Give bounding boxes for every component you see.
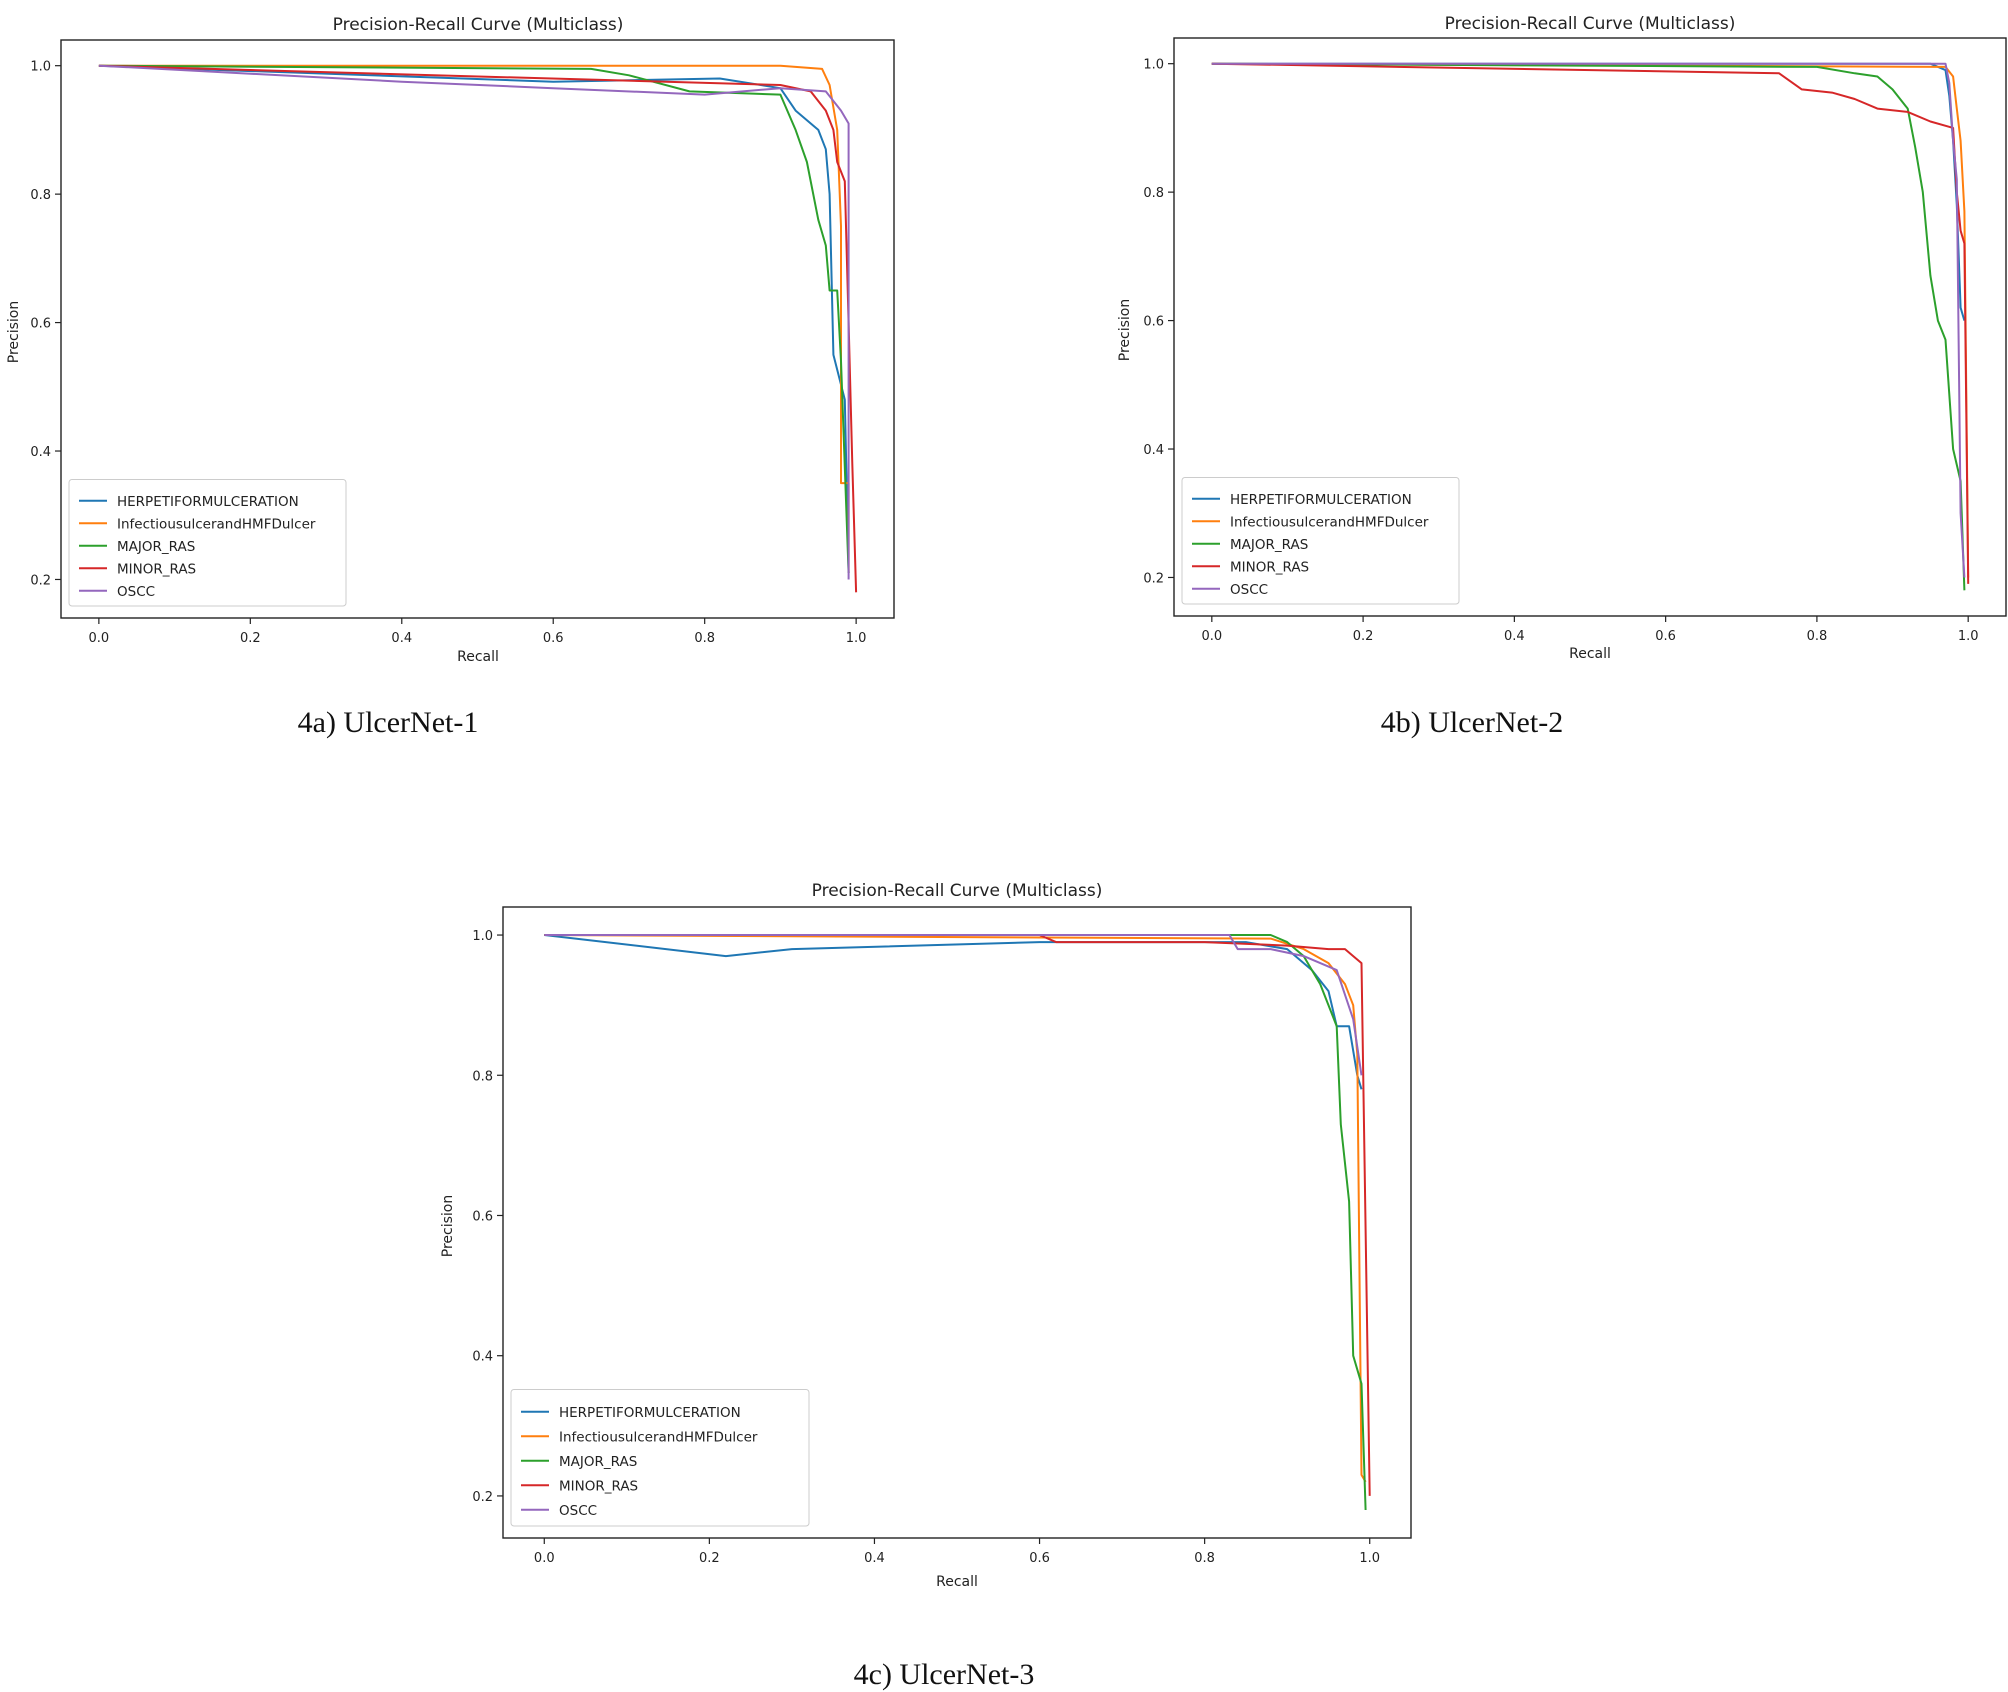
x-tick-label: 0.0 [89,631,110,646]
series-line-infectiousulcerandhmfdulcer [544,934,1367,1483]
legend-label: HERPETIFORMULCERATION [559,1405,741,1421]
y-axis-label: Precision [1117,299,1133,361]
y-tick-label: 1.0 [472,929,493,944]
x-tick-label: 0.2 [240,631,261,646]
y-tick-label: 0.6 [472,1209,493,1224]
x-tick-label: 1.0 [846,631,867,646]
x-tick-label: 0.8 [1807,629,1828,644]
plot-area: 0.0 0.2 0.4 0.6 0.8 1.0 0.2 0.4 0.6 0.8 1.0 HERPETI… [472,906,1412,1566]
series-line-oscc [1211,62,1966,578]
x-tick-label: 0.6 [1655,629,1676,644]
legend-label: OSCC [117,584,155,600]
legend-box [510,1389,810,1527]
chart-title: Precision-Recall Curve (Multiclass) [812,881,1103,901]
legend-label: HERPETIFORMULCERATION [1230,492,1412,508]
legend-box [68,479,347,607]
x-tick-label: 0.8 [694,631,715,646]
y-tick-label: 0.8 [472,1069,493,1084]
x-tick-label: 0.0 [1201,629,1222,644]
y-axis-label: Precision [440,1195,456,1257]
series-line-herpetiformulceration [544,934,1363,1090]
x-tick-label: 0.4 [864,1551,885,1566]
x-axis-label: Recall [457,649,499,665]
legend-label: OSCC [1230,582,1268,598]
y-tick-label: 1.0 [30,60,51,75]
legend-label: OSCC [559,1503,597,1519]
legend-label: HERPETIFORMULCERATION [117,494,299,510]
series-line-major-ras [98,64,850,574]
y-tick-label: 0.4 [1143,443,1164,458]
x-tick-label: 0.2 [699,1551,720,1566]
legend-label: MAJOR_RAS [117,539,195,555]
y-tick-label: 0.2 [30,573,51,588]
y-tick-label: 0.2 [472,1490,493,1505]
y-tick-label: 0.4 [30,445,51,460]
legend: HERPETIFORMULCERATION InfectiousulcerandH… [68,479,347,607]
series-line-minor-ras [98,64,858,593]
y-tick-label: 0.8 [30,188,51,203]
series-line-minor-ras [544,934,1371,1496]
x-tick-label: 0.6 [543,631,564,646]
series-line-oscc [544,934,1363,1076]
legend-label: MAJOR_RAS [1230,537,1308,553]
axes-frame [1173,37,2007,617]
series-line-minor-ras [1211,62,1970,584]
x-tick-label: 0.6 [1029,1551,1050,1566]
legend: HERPETIFORMULCERATION InfectiousulcerandH… [1181,477,1460,605]
series-line-major-ras [544,934,1367,1511]
y-axis-label: Precision [6,301,22,363]
x-tick-label: 0.2 [1353,629,1374,644]
figure-caption: 4b) UlcerNet-2 [1381,706,1563,739]
y-tick-label: 0.6 [30,317,51,332]
legend-label: MINOR_RAS [559,1478,638,1494]
legend-label: MAJOR_RAS [559,1454,637,1470]
chart-title: Precision-Recall Curve (Multiclass) [1445,14,1736,34]
plot-area: 0.0 0.2 0.4 0.6 0.8 1.0 0.2 0.4 0.6 0.8 1.0 HERPETI… [30,39,895,646]
plot-area: 0.0 0.2 0.4 0.6 0.8 1.0 0.2 0.4 0.6 0.8 1.0 HERPETI… [1143,37,2007,644]
chart-ulcernet-2: Precision-Recall Curve (Multiclass) 0.0 0… [1117,14,2007,739]
x-tick-label: 0.8 [1194,1551,1215,1566]
x-axis-label: Recall [936,1574,978,1590]
y-tick-label: 0.4 [472,1350,493,1365]
series-line-oscc [98,64,850,580]
axes-frame [60,39,895,619]
legend: HERPETIFORMULCERATION InfectiousulcerandH… [510,1389,810,1527]
legend-label: MINOR_RAS [117,561,196,577]
y-tick-label: 0.6 [1143,315,1164,330]
x-axis-label: Recall [1569,646,1611,662]
chart-ulcernet-3: Precision-Recall Curve (Multiclass) 0.0 0… [440,881,1412,1691]
series-line-major-ras [1211,62,1966,591]
series-line-herpetiformulceration [1211,62,1966,321]
y-tick-label: 0.2 [1143,571,1164,586]
x-tick-label: 1.0 [1359,1551,1380,1566]
x-tick-label: 0.4 [391,631,412,646]
x-tick-label: 1.0 [1958,629,1979,644]
x-tick-label: 0.4 [1504,629,1525,644]
series-line-herpetiformulceration [98,64,850,574]
y-tick-label: 0.8 [1143,186,1164,201]
chart-title: Precision-Recall Curve (Multiclass) [333,15,624,35]
legend-label: InfectiousulcerandHMFDulcer [117,516,316,532]
legend-label: InfectiousulcerandHMFDulcer [559,1429,758,1445]
chart-ulcernet-1: Precision-Recall Curve (Multiclass) 0.0 0… [6,15,895,739]
legend-label: MINOR_RAS [1230,559,1309,575]
y-tick-label: 1.0 [1143,58,1164,73]
figure-caption: 4c) UlcerNet-3 [854,1658,1035,1691]
figure-caption: 4a) UlcerNet-1 [298,706,479,739]
axes-frame [502,906,1412,1539]
x-tick-label: 0.0 [534,1551,555,1566]
legend-label: InfectiousulcerandHMFDulcer [1230,514,1429,530]
legend-box [1181,477,1460,605]
